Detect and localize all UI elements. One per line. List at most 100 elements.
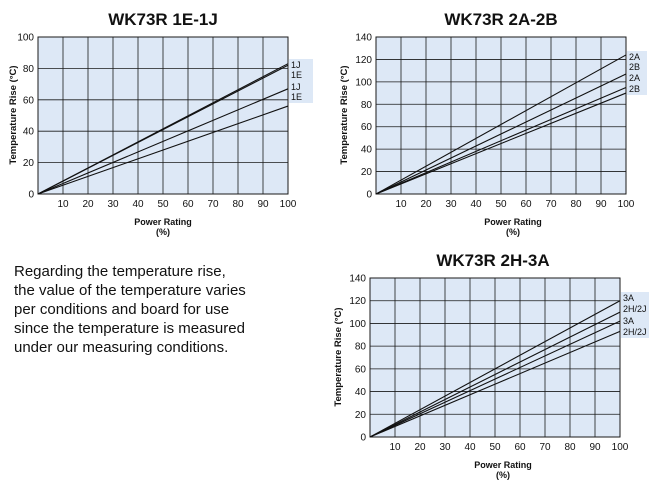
x-axis-label: Power Rating bbox=[474, 460, 532, 470]
series-label: 2H/2J bbox=[623, 304, 647, 314]
x-tick-label: 80 bbox=[564, 442, 576, 453]
y-tick-label: 80 bbox=[355, 342, 367, 353]
x-tick-label: 50 bbox=[157, 199, 169, 210]
legend-background bbox=[621, 292, 649, 338]
x-tick-label: 60 bbox=[182, 199, 194, 210]
chart-title: WK73R 2A-2B bbox=[444, 10, 558, 29]
series-label: 1J bbox=[291, 60, 301, 70]
x-tick-label: 30 bbox=[439, 442, 451, 453]
x-tick-label: 50 bbox=[489, 442, 501, 453]
y-tick-label: 140 bbox=[355, 33, 372, 44]
y-tick-label: 20 bbox=[23, 158, 35, 169]
y-tick-label: 60 bbox=[361, 122, 373, 133]
series-line bbox=[37, 88, 289, 195]
series-label: 2A bbox=[629, 52, 640, 62]
series-line bbox=[369, 311, 621, 438]
x-tick-label: 100 bbox=[618, 199, 635, 210]
x-axis-label: Power Rating bbox=[484, 217, 542, 227]
plot-frame bbox=[369, 277, 621, 438]
series-label: 2B bbox=[629, 62, 640, 72]
x-tick-label: 10 bbox=[395, 199, 407, 210]
x-tick-label: 20 bbox=[82, 199, 94, 210]
y-tick-label: 60 bbox=[355, 364, 367, 375]
x-axis-label: Power Rating bbox=[134, 217, 192, 227]
series-label: 3A bbox=[623, 293, 634, 303]
series-line bbox=[375, 54, 627, 195]
x-tick-label: 70 bbox=[207, 199, 219, 210]
y-tick-label: 140 bbox=[349, 274, 366, 285]
x-tick-label: 10 bbox=[57, 199, 69, 210]
note-line: the value of the temperature varies bbox=[14, 282, 246, 299]
y-tick-label: 100 bbox=[17, 33, 34, 44]
y-tick-label: 40 bbox=[23, 127, 35, 138]
x-tick-label: 100 bbox=[280, 199, 297, 210]
series-line bbox=[369, 330, 621, 438]
plot-frame bbox=[37, 36, 289, 195]
y-tick-label: 0 bbox=[360, 433, 366, 444]
series-line bbox=[369, 300, 621, 438]
y-tick-label: 20 bbox=[361, 167, 373, 178]
y-tick-label: 60 bbox=[23, 95, 35, 106]
series-line bbox=[37, 105, 289, 195]
series-label: 3A bbox=[623, 316, 634, 326]
x-tick-label: 20 bbox=[414, 442, 426, 453]
y-tick-label: 40 bbox=[355, 387, 367, 398]
series-label: 2A bbox=[629, 73, 640, 83]
plot-frame bbox=[375, 36, 627, 195]
x-axis-unit: (%) bbox=[156, 227, 170, 237]
x-tick-label: 60 bbox=[520, 199, 532, 210]
x-tick-label: 80 bbox=[570, 199, 582, 210]
y-tick-label: 40 bbox=[361, 145, 373, 156]
series-label: 2H/2J bbox=[623, 327, 647, 337]
y-tick-label: 100 bbox=[349, 319, 366, 330]
x-tick-label: 30 bbox=[107, 199, 119, 210]
y-axis-label: Temperature Rise (°C) bbox=[8, 65, 19, 164]
x-tick-label: 20 bbox=[420, 199, 432, 210]
chart-title: WK73R 2H-3A bbox=[436, 251, 550, 270]
x-tick-label: 40 bbox=[470, 199, 482, 210]
x-tick-label: 90 bbox=[589, 442, 601, 453]
series-label: 1J bbox=[291, 82, 301, 92]
y-axis-label: Temperature Rise (°C) bbox=[339, 65, 350, 164]
series-label: 1E bbox=[291, 92, 302, 102]
y-tick-label: 0 bbox=[366, 190, 372, 201]
chart-title: WK73R 1E-1J bbox=[108, 10, 218, 29]
x-axis-unit: (%) bbox=[496, 470, 510, 480]
x-tick-label: 30 bbox=[445, 199, 457, 210]
y-tick-label: 80 bbox=[23, 64, 35, 75]
series-line bbox=[369, 320, 621, 438]
y-tick-label: 80 bbox=[361, 100, 373, 111]
y-tick-label: 120 bbox=[349, 296, 366, 307]
note-line: under our measuring conditions. bbox=[14, 339, 229, 356]
y-tick-label: 20 bbox=[355, 410, 367, 421]
legend-background bbox=[627, 51, 647, 95]
x-axis-unit: (%) bbox=[506, 227, 520, 237]
series-line bbox=[37, 64, 289, 195]
series-line bbox=[375, 92, 627, 195]
series-label: 1E bbox=[291, 70, 302, 80]
note-line: Regarding the temperature rise, bbox=[14, 263, 226, 280]
x-tick-label: 10 bbox=[389, 442, 401, 453]
x-tick-label: 80 bbox=[232, 199, 244, 210]
x-tick-label: 40 bbox=[464, 442, 476, 453]
x-tick-label: 100 bbox=[612, 442, 629, 453]
y-tick-label: 100 bbox=[355, 77, 372, 88]
x-tick-label: 70 bbox=[545, 199, 557, 210]
x-tick-label: 90 bbox=[595, 199, 607, 210]
series-line bbox=[375, 73, 627, 195]
x-tick-label: 70 bbox=[539, 442, 551, 453]
legend-background bbox=[289, 59, 313, 103]
x-tick-label: 60 bbox=[514, 442, 526, 453]
note-line: since the temperature is measured bbox=[14, 320, 245, 337]
y-axis-label: Temperature Rise (°C) bbox=[333, 307, 344, 406]
x-tick-label: 40 bbox=[132, 199, 144, 210]
series-label: 2B bbox=[629, 84, 640, 94]
y-tick-label: 120 bbox=[355, 55, 372, 66]
series-line bbox=[375, 86, 627, 195]
y-tick-label: 0 bbox=[28, 190, 34, 201]
note-line: per conditions and board for use bbox=[14, 301, 230, 318]
x-tick-label: 90 bbox=[257, 199, 269, 210]
x-tick-label: 50 bbox=[495, 199, 507, 210]
